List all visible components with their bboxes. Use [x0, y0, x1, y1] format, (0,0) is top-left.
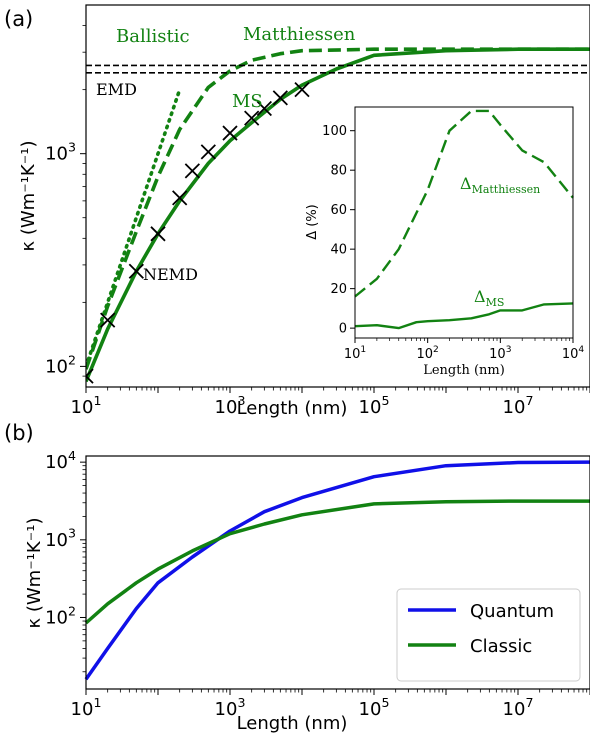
- label-emd: EMD: [96, 80, 137, 99]
- inset-x-tick-label: 102: [416, 345, 438, 362]
- legend-label-quantum: Quantum: [470, 601, 554, 622]
- panel-a-plot-area: [86, 47, 590, 384]
- inset-x-tick-label: 101: [344, 345, 366, 362]
- nemd-marker: [222, 125, 238, 141]
- x-tick-label: 101: [71, 393, 102, 418]
- panel-a-label: (a): [4, 7, 33, 31]
- legend: Quantum Classic: [396, 588, 581, 682]
- x-tick-label: 103: [215, 695, 246, 720]
- inset-series: [354, 109, 574, 330]
- panel-b-xlabel: Length (nm): [237, 713, 348, 734]
- nemd-marker: [150, 226, 166, 242]
- panel-a-axes-frame: [85, 4, 590, 388]
- inset-chart: 101 102 103 104 0 20 40 60 80 100 ΔMatthiessen ΔM…: [305, 106, 584, 378]
- label-matthiessen: Matthiessen: [243, 24, 356, 45]
- legend-label-classic: Classic: [470, 636, 532, 657]
- inset-y-tick-label: 80: [330, 164, 347, 179]
- panel-b-ylabel: κ (Wm⁻¹K⁻¹): [24, 518, 45, 629]
- nemd-marker: [272, 90, 288, 106]
- x-tick-label: 105: [359, 695, 390, 720]
- x-tick-label: 107: [503, 393, 534, 418]
- inset-ylabel: Δ (%): [305, 204, 320, 240]
- x-tick-label: 105: [359, 393, 390, 418]
- panel-b-axes-frame: [85, 455, 590, 690]
- panel-b-label: (b): [4, 421, 34, 445]
- y-tick-label: 103: [45, 140, 76, 165]
- series-matthiessen: [86, 47, 590, 370]
- nemd-marker: [294, 82, 310, 98]
- panel-a-ylabel: κ (Wm⁻¹K⁻¹): [18, 141, 39, 252]
- panel-b-ticks: 101 103 105 107 102 103 104: [45, 448, 590, 720]
- inset-y-tick-label: 0: [339, 322, 347, 337]
- series-quantum: [84, 460, 590, 681]
- inset-x-tick-label: 103: [489, 345, 512, 362]
- nemd-marker: [184, 163, 200, 179]
- label-ms: MS: [232, 91, 263, 112]
- series-ms: [86, 47, 590, 383]
- inset-xlabel: Length (nm): [423, 363, 505, 378]
- y-tick-label: 104: [45, 448, 76, 473]
- x-tick-label: 107: [503, 695, 534, 720]
- series-classic: [84, 499, 590, 625]
- y-tick-label: 103: [45, 526, 76, 551]
- inset-label-matthiessen: ΔMatthiessen: [460, 174, 540, 196]
- inset-label-ms: ΔMS: [474, 287, 504, 309]
- nemd-marker: [100, 312, 116, 328]
- inset-y-tick-label: 60: [330, 203, 347, 218]
- y-tick-label: 102: [45, 352, 76, 377]
- x-tick-label: 103: [215, 393, 246, 418]
- inset-series-ms: [354, 302, 574, 330]
- inset-y-tick-label: 40: [330, 243, 347, 258]
- panel-b-series: [84, 460, 590, 681]
- panel-a: (a) 101 103 105 107 102 103 Ballistic Matthie…: [4, 4, 590, 419]
- nemd-marker: [172, 190, 188, 206]
- inset-background: [355, 107, 573, 338]
- panel-a-xlabel: Length (nm): [237, 398, 348, 419]
- panel-a-ticks: 101 103 105 107 102 103: [45, 25, 590, 418]
- panel-b: (b) 101 103 105 107 102 103 104 Length (nm) κ …: [4, 421, 590, 734]
- label-nemd: NEMD: [143, 265, 198, 284]
- inset-axes-frame: [354, 106, 574, 339]
- inset-y-tick-label: 20: [330, 282, 347, 297]
- x-tick-label: 101: [71, 695, 102, 720]
- y-tick-label: 102: [45, 603, 76, 628]
- nemd-marker: [256, 100, 272, 117]
- inset-x-tick-label: 104: [562, 345, 585, 362]
- inset-ticks: 101 102 103 104 0 20 40 60 80 100: [322, 124, 584, 362]
- legend-frame: [396, 588, 581, 682]
- nemd-marker: [244, 110, 260, 126]
- nemd-marker: [128, 263, 144, 279]
- label-ballistic: Ballistic: [116, 26, 190, 47]
- panel-a-series: [86, 47, 590, 384]
- nemd-marker: [86, 368, 94, 384]
- nemd-marker: [200, 144, 216, 160]
- inset-y-tick-label: 100: [322, 124, 347, 139]
